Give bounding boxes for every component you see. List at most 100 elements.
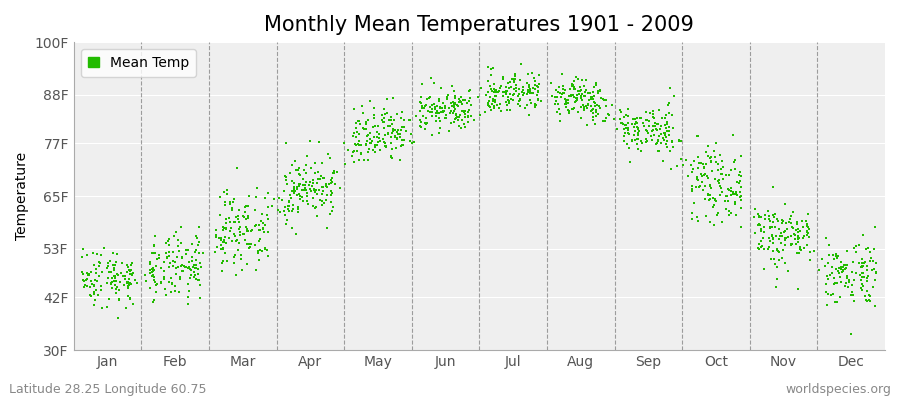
Point: [630, 120, 644, 126]
Point: [182, 264, 196, 270]
Point: [649, 141, 663, 148]
Point: [711, 161, 725, 167]
Point: [577, 105, 591, 111]
Point: [184, 267, 198, 273]
Point: [338, 140, 352, 147]
Point: [126, 270, 140, 276]
Point: [488, 86, 502, 93]
Point: [846, 259, 860, 265]
Point: [792, 246, 806, 252]
Point: [728, 201, 742, 207]
Point: [189, 257, 203, 263]
Point: [726, 159, 741, 166]
Point: [418, 103, 432, 110]
Point: [625, 121, 639, 127]
Point: [586, 106, 600, 112]
Point: [854, 256, 868, 263]
Point: [558, 101, 572, 108]
Point: [569, 74, 583, 80]
Point: [165, 281, 179, 288]
Point: [734, 153, 749, 159]
Point: [221, 214, 236, 221]
Point: [414, 94, 428, 100]
Point: [802, 226, 816, 232]
Point: [79, 269, 94, 276]
Point: [290, 192, 304, 198]
Point: [101, 275, 115, 281]
Point: [369, 128, 383, 135]
Point: [324, 180, 338, 186]
Point: [487, 103, 501, 109]
Point: [229, 252, 243, 258]
Point: [734, 193, 748, 199]
Point: [791, 236, 806, 242]
Point: [628, 116, 643, 122]
Point: [500, 102, 514, 108]
Point: [762, 224, 777, 230]
Point: [776, 218, 790, 224]
Point: [584, 103, 598, 110]
Point: [232, 240, 247, 246]
Point: [242, 241, 256, 247]
Point: [623, 159, 637, 165]
Point: [650, 126, 664, 133]
Point: [862, 298, 877, 304]
Point: [628, 128, 643, 134]
Point: [222, 199, 237, 205]
Point: [840, 273, 854, 279]
Point: [357, 157, 372, 163]
Point: [860, 263, 875, 270]
Point: [568, 86, 582, 92]
Point: [823, 252, 837, 259]
Point: [520, 88, 535, 95]
Point: [366, 124, 381, 130]
Point: [791, 233, 806, 239]
Point: [251, 250, 266, 256]
Point: [190, 234, 204, 241]
Point: [428, 106, 442, 112]
Point: [508, 76, 522, 82]
Point: [384, 114, 399, 120]
Point: [481, 100, 495, 106]
Point: [556, 90, 571, 96]
Point: [685, 210, 699, 217]
Point: [146, 268, 160, 274]
Point: [568, 99, 582, 105]
Point: [219, 226, 233, 232]
Point: [305, 176, 320, 183]
Point: [299, 170, 313, 176]
Point: [515, 89, 529, 96]
Point: [352, 138, 366, 144]
Point: [102, 269, 116, 276]
Point: [680, 157, 694, 164]
Point: [565, 83, 580, 89]
Point: [842, 278, 857, 285]
Point: [767, 256, 781, 262]
Point: [423, 109, 437, 116]
Point: [832, 294, 847, 300]
Point: [530, 82, 544, 89]
Point: [191, 242, 205, 248]
Point: [354, 150, 368, 156]
Point: [691, 165, 706, 171]
Point: [734, 223, 748, 230]
Point: [734, 184, 748, 191]
Point: [830, 255, 844, 262]
Point: [456, 108, 471, 115]
Point: [820, 302, 834, 309]
Point: [391, 130, 405, 137]
Point: [726, 191, 741, 198]
Point: [842, 277, 856, 283]
Point: [438, 103, 453, 109]
Point: [420, 96, 435, 103]
Point: [868, 269, 883, 276]
Point: [231, 247, 246, 254]
Point: [175, 240, 189, 246]
Point: [574, 76, 589, 83]
Point: [209, 232, 223, 238]
Point: [523, 86, 537, 93]
Point: [443, 110, 457, 116]
Point: [384, 130, 399, 136]
Point: [618, 122, 633, 129]
Point: [508, 88, 523, 94]
